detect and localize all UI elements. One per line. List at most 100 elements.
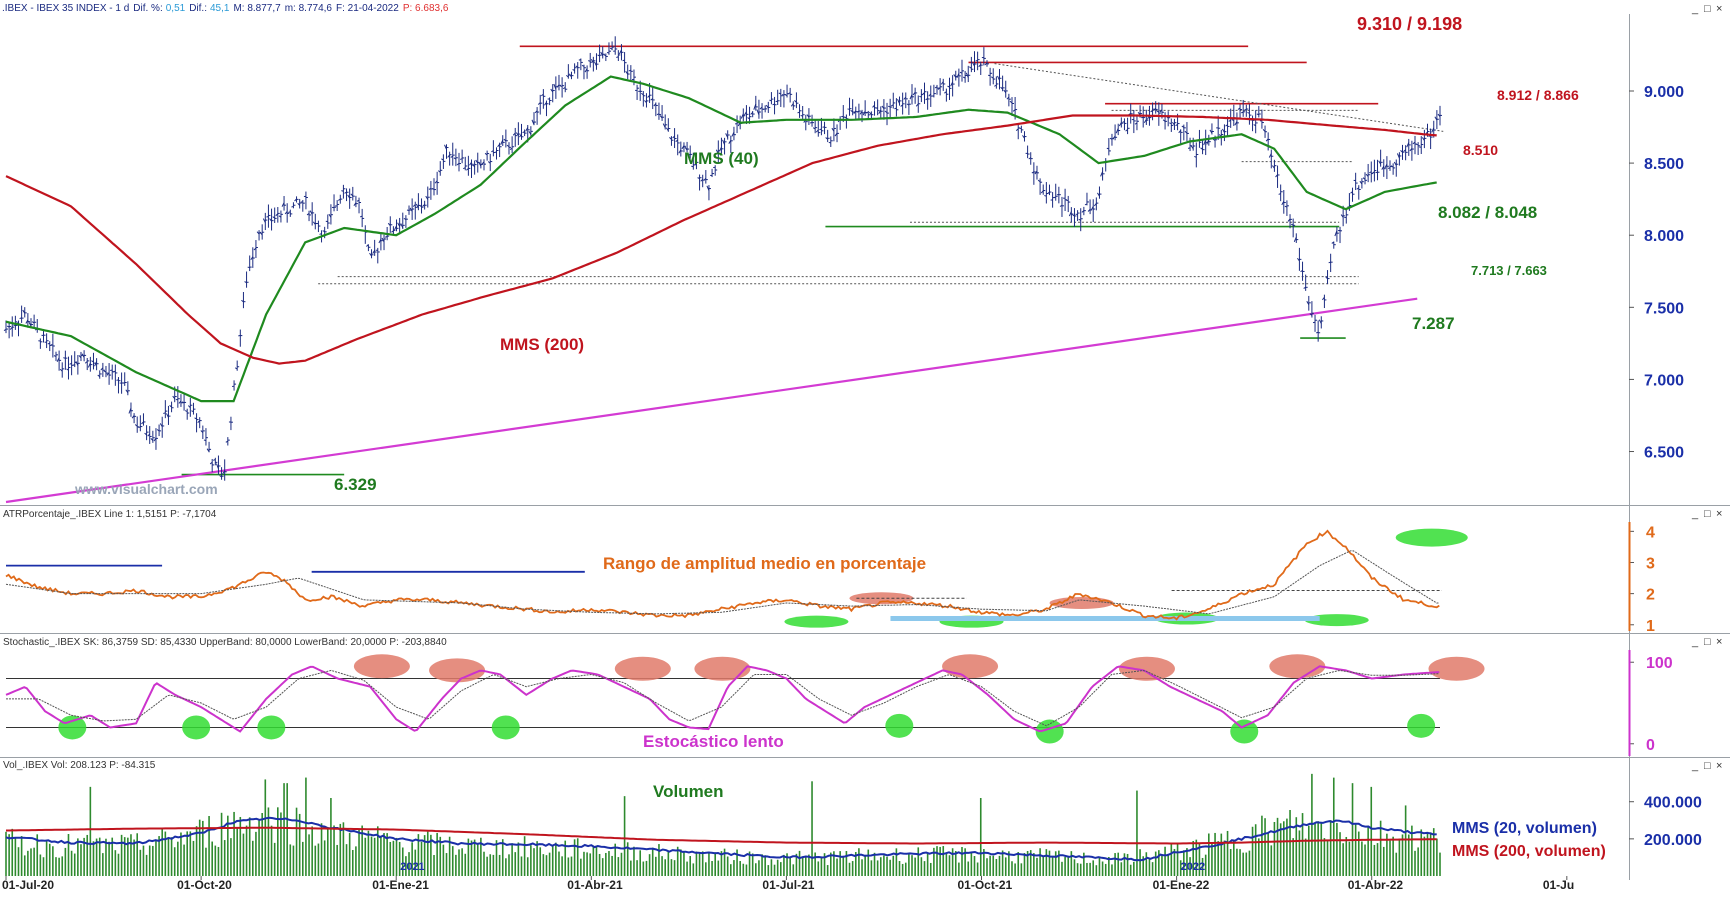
price-bar-open (801, 115, 803, 116)
price-bar-open (20, 318, 22, 319)
price-bar-open (341, 191, 343, 192)
stoch-ellipse-green-1 (58, 715, 86, 739)
stoch-ellipse-green-7 (1230, 720, 1258, 744)
annotation-8510: 8.510 (1463, 142, 1498, 158)
close-icon[interactable]: × (1716, 3, 1722, 15)
stoch-ellipse-green-5 (885, 714, 913, 738)
stoch-close-icon[interactable]: × (1716, 636, 1722, 648)
price-bar-open (1019, 128, 1021, 129)
annotation-7713: 7.713 / 7.663 (1471, 263, 1547, 278)
mms200-label: MMS (200) (500, 335, 584, 354)
annotation-6329: 6.329 (334, 475, 377, 494)
watermark: www.visualchart.com (74, 481, 218, 497)
vol-maximize-icon[interactable]: □ (1704, 760, 1711, 772)
price-bar-open (1085, 204, 1087, 205)
price-bar-open (51, 345, 53, 346)
stoch-ellipse-red-3 (615, 657, 671, 681)
stoch-ellipse-green-4 (492, 715, 520, 739)
header-symbol: .IBEX - IBEX 35 INDEX - 1 d (2, 3, 129, 14)
annotation-8082: 8.082 / 8.048 (1438, 203, 1537, 222)
price-bar-open (776, 101, 778, 102)
atr-maximize-icon[interactable]: □ (1704, 508, 1711, 520)
atr-ytick-label: 2 (1646, 587, 1655, 604)
atr-panel-header: ATRPorcentaje_.IBEX Line 1: 1,5151 P: -7… (3, 509, 217, 520)
price-bar-open (204, 440, 206, 441)
xtick-label: 01-Ene-22 (1153, 878, 1210, 892)
vol-ma200-label: MMS (200, volumen) (1452, 843, 1606, 860)
xtick-label: 01-Oct-20 (177, 878, 232, 892)
xtick-label: 01-Jul-21 (762, 878, 814, 892)
price-bar-open (63, 358, 65, 359)
price-ytick-label: 8.000 (1644, 228, 1684, 245)
price-bar-open (291, 206, 293, 207)
year-mark: 2021 (400, 861, 424, 873)
price-bar-open (588, 61, 590, 62)
header-dif-pct-label: Dif. %: (133, 3, 162, 14)
stoch-minimize-icon[interactable]: _ (1691, 636, 1699, 648)
header-min: m: 8.774,6 (285, 3, 333, 14)
xtick-label: 01-Ju (1543, 878, 1574, 892)
price-ytick-label: 8.500 (1644, 156, 1684, 173)
price-bar-open (829, 142, 831, 143)
price-bar-open (1044, 196, 1046, 197)
price-bar-open (116, 380, 118, 381)
header-max: M: 8.877,7 (233, 3, 281, 14)
mms40-label: MMS (40) (684, 149, 759, 168)
minimize-icon[interactable]: _ (1691, 3, 1699, 15)
annotation-9310: 9.310 / 9.198 (1357, 14, 1462, 34)
atr-close-icon[interactable]: × (1716, 508, 1722, 520)
price-bar-open (560, 86, 562, 87)
price-ytick-label: 7.500 (1644, 300, 1684, 317)
price-bar-open (888, 106, 890, 107)
stoch-ellipse-green-8 (1407, 714, 1435, 738)
atr-ytick-label: 1 (1646, 618, 1655, 635)
maximize-icon[interactable]: □ (1704, 3, 1711, 15)
vol-ytick-label: 400.000 (1644, 795, 1702, 812)
atr-ellipse-green-5 (1396, 529, 1468, 547)
price-ytick-label: 7.000 (1644, 372, 1684, 389)
price-bar-open (919, 96, 921, 97)
price-bar-open (782, 95, 784, 96)
price-bar-open (1257, 114, 1259, 115)
stoch-ellipse-red-8 (1429, 657, 1485, 681)
vol-minimize-icon[interactable]: _ (1691, 760, 1699, 772)
year-mark: 2022 (1181, 861, 1205, 873)
annotation-7287: 7.287 (1412, 314, 1455, 333)
header-dif-label: Dif.: (189, 3, 207, 14)
stoch-ytick-label: 0 (1646, 737, 1655, 754)
price-ytick-label: 9.000 (1644, 84, 1684, 101)
price-ytick-label: 6.500 (1644, 445, 1684, 462)
vol-close-icon[interactable]: × (1716, 760, 1722, 772)
header-dif-pct: 0,51 (166, 3, 186, 14)
stoch-title: Estocástico lento (643, 732, 784, 751)
price-bar-open (1316, 332, 1318, 333)
stoch-panel-header: Stochastic_.IBEX SK: 86,3759 SD: 85,4330… (3, 637, 447, 648)
atr-ellipse-green-1 (784, 616, 848, 628)
price-bar-open (163, 413, 165, 414)
xtick-label: 01-Jul-20 (2, 878, 54, 892)
stoch-ellipse-green-3 (257, 715, 285, 739)
header-date: F: 21-04-2022 (336, 3, 399, 14)
xtick-label: 01-Ene-21 (372, 878, 429, 892)
header-price: P: 6.683,6 (403, 3, 449, 14)
stoch-ellipse-red-6 (1119, 657, 1175, 681)
price-bar-open (773, 104, 775, 105)
stoch-ellipse-red-1 (354, 654, 410, 678)
stoch-ytick-label: 100 (1646, 655, 1673, 672)
price-bar-open (1329, 262, 1331, 263)
stoch-maximize-icon[interactable]: □ (1704, 636, 1711, 648)
atr-ytick-label: 4 (1646, 524, 1655, 541)
stoch-ellipse-red-7 (1269, 654, 1325, 678)
price-bar-open (607, 53, 609, 54)
atr-minimize-icon[interactable]: _ (1691, 508, 1699, 520)
vol-panel-header: Vol_.IBEX Vol: 208.123 P: -84.315 (3, 760, 156, 771)
price-bar-open (1107, 148, 1109, 149)
atr-ytick-label: 3 (1646, 555, 1655, 572)
vol-title: Volumen (653, 782, 724, 801)
stoch-ellipse-red-2 (429, 658, 485, 682)
price-bar-open (407, 210, 409, 211)
price-bar-open (460, 159, 462, 160)
xtick-label: 01-Abr-21 (567, 878, 623, 892)
